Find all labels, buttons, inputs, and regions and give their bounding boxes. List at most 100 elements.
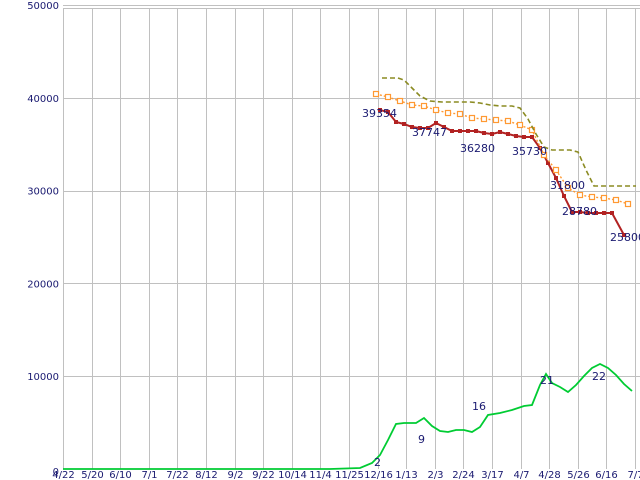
data-point-label: 35730	[512, 145, 547, 158]
data-point-marker	[576, 191, 584, 199]
series-line-series-green	[63, 362, 633, 470]
series-line-series-olive	[382, 77, 636, 187]
data-point-label: 31800	[550, 179, 585, 192]
x-tick-label: 3/17	[481, 470, 503, 480]
data-point-marker	[474, 129, 478, 133]
x-tick-label: 1/13	[395, 470, 417, 480]
x-axis-tick-labels: 4/22 5/20 6/10 7/1 7/22 8/12 9/2 9/22 10/14 11/4 1…	[52, 470, 640, 480]
y-tick-label: 40000	[27, 94, 59, 105]
data-point-marker	[516, 121, 524, 129]
data-point-label: 37747	[412, 126, 447, 139]
data-point-marker	[456, 110, 464, 118]
data-point-marker	[426, 126, 430, 130]
data-point-marker	[418, 126, 422, 130]
y-tick-label: 10000	[27, 372, 59, 383]
x-tick-label: 9/22	[252, 470, 274, 480]
data-point-marker	[408, 101, 416, 109]
series-line-series-orange	[375, 93, 629, 205]
x-tick-label: 2/3	[427, 470, 443, 480]
data-point-label: 2	[374, 456, 381, 469]
data-point-marker	[554, 176, 558, 180]
data-point-label: 21	[540, 374, 554, 387]
data-point-marker	[490, 132, 494, 136]
series-layer	[63, 77, 636, 470]
data-point-label: 39354	[362, 107, 397, 120]
y-tick-label: 30000	[27, 187, 59, 198]
data-point-marker	[394, 120, 398, 124]
data-point-marker	[498, 130, 502, 134]
data-point-marker	[612, 196, 620, 204]
data-point-marker	[514, 134, 518, 138]
data-point-marker	[546, 161, 550, 165]
x-tick-label: 11/25	[335, 470, 364, 480]
x-tick-label: 9/2	[227, 470, 243, 480]
data-point-marker	[492, 116, 500, 124]
data-point-marker	[378, 108, 382, 112]
x-tick-label: 4/28	[538, 470, 560, 480]
data-point-marker	[396, 97, 404, 105]
y-tick-label: 0	[53, 467, 59, 478]
data-point-marker	[540, 151, 548, 159]
x-tick-label: 7/1	[141, 470, 157, 480]
data-point-marker	[386, 110, 390, 114]
y-axis-tick-labels: 0 10000 20000 30000 40000 50000	[27, 1, 59, 478]
data-point-marker	[468, 114, 476, 122]
data-point-marker	[402, 122, 406, 126]
data-point-marker	[450, 129, 454, 133]
x-tick-label: 7/7	[627, 470, 640, 480]
data-point-marker	[480, 115, 488, 123]
x-tick-label: 10/14	[278, 470, 307, 480]
data-point-marker	[530, 135, 534, 139]
data-point-marker	[602, 211, 606, 215]
x-tick-label: 5/26	[567, 470, 589, 480]
data-point-marker	[504, 117, 512, 125]
data-point-marker	[444, 109, 452, 117]
data-point-label: 36280	[460, 142, 495, 155]
data-point-label: 28780	[562, 205, 597, 218]
data-point-marker	[482, 131, 486, 135]
data-point-labels: 39354 37747 36280 35730 31800 28780 25800 2 9 16 2…	[362, 107, 640, 469]
data-point-marker	[372, 90, 380, 98]
data-point-marker	[622, 233, 626, 237]
data-point-marker	[432, 106, 440, 114]
data-point-marker	[458, 129, 462, 133]
data-point-marker	[570, 210, 574, 214]
x-tick-label: 6/10	[109, 470, 131, 480]
data-point-marker	[434, 121, 438, 125]
data-point-marker	[600, 194, 608, 202]
x-tick-label: 7/22	[166, 470, 188, 480]
data-point-label: 9	[418, 433, 425, 446]
data-point-marker	[586, 211, 590, 215]
data-point-label: 16	[472, 400, 486, 413]
x-tick-label: 2/24	[452, 470, 474, 480]
data-point-marker	[442, 125, 446, 129]
data-point-marker	[466, 129, 470, 133]
x-tick-label: 11/4	[309, 470, 331, 480]
x-tick-label: 8/12	[195, 470, 217, 480]
y-tick-label: 20000	[27, 279, 59, 290]
data-point-marker	[594, 211, 598, 215]
data-point-marker	[624, 200, 632, 208]
data-point-marker	[588, 193, 596, 201]
data-point-marker	[564, 184, 572, 192]
data-point-marker	[420, 102, 428, 110]
y-tick-label: 50000	[27, 1, 59, 12]
data-point-marker	[552, 166, 560, 174]
data-point-marker	[522, 135, 526, 139]
data-point-marker	[384, 93, 392, 101]
data-point-marker	[506, 132, 510, 136]
x-tick-label: 6/16	[595, 470, 617, 480]
data-point-marker	[610, 211, 614, 215]
data-point-marker	[578, 210, 582, 214]
data-point-label: 25800	[610, 231, 640, 244]
data-point-label: 22	[592, 370, 606, 383]
x-tick-label: 5/20	[81, 470, 103, 480]
grid-layer	[63, 5, 640, 469]
x-tick-label: 4/22	[52, 470, 74, 480]
x-tick-label: 4/7	[513, 470, 529, 480]
data-point-marker	[562, 194, 566, 198]
x-tick-label: 12/16	[364, 470, 393, 480]
data-point-marker	[410, 125, 414, 129]
